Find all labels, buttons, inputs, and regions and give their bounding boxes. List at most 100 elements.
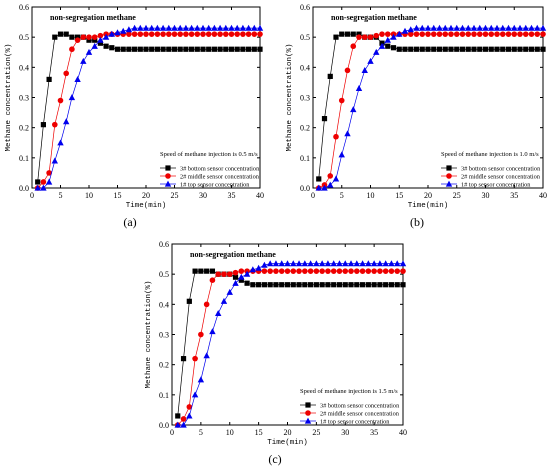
data-point <box>266 260 274 267</box>
data-point <box>40 179 47 185</box>
data-point <box>408 46 414 52</box>
data-point <box>149 46 155 52</box>
data-point <box>459 24 466 31</box>
data-point <box>425 31 431 37</box>
data-point <box>290 260 297 267</box>
series-1 <box>316 31 546 182</box>
data-point <box>238 268 245 274</box>
data-point <box>251 31 258 37</box>
data-point <box>465 46 471 52</box>
series-3 <box>174 260 407 428</box>
data-point <box>511 24 518 31</box>
data-point <box>189 46 195 52</box>
data-point <box>154 31 161 37</box>
data-point <box>413 24 420 31</box>
data-point <box>204 268 210 274</box>
data-point <box>365 282 371 288</box>
data-point <box>453 24 460 31</box>
data-point <box>488 46 494 52</box>
legend-marker <box>165 165 171 171</box>
data-point <box>217 46 223 52</box>
data-point <box>109 45 115 51</box>
data-point <box>75 34 81 40</box>
data-point <box>361 66 368 73</box>
data-point <box>234 24 241 31</box>
data-point <box>505 46 512 52</box>
data-point <box>319 282 325 288</box>
data-point <box>46 170 52 176</box>
data-point <box>477 46 483 52</box>
data-point <box>333 34 339 40</box>
data-point <box>313 268 320 274</box>
data-point <box>465 31 472 37</box>
data-point <box>102 33 110 40</box>
data-point <box>57 139 64 146</box>
data-point <box>131 24 138 31</box>
data-point <box>488 24 495 31</box>
data-point <box>257 31 263 37</box>
data-point <box>348 282 354 288</box>
data-point <box>97 40 103 46</box>
data-point <box>339 31 345 37</box>
data-point <box>430 24 437 31</box>
series-3 <box>34 24 264 191</box>
data-point <box>197 376 205 383</box>
data-point <box>359 268 366 274</box>
data-point <box>175 413 181 419</box>
data-point <box>267 268 273 274</box>
data-point <box>182 24 190 31</box>
data-point <box>394 260 401 267</box>
data-point <box>143 31 149 37</box>
data-point <box>350 106 357 113</box>
data-point <box>180 416 187 422</box>
data-point <box>249 266 257 273</box>
data-point <box>226 271 233 277</box>
data-point <box>154 24 161 31</box>
data-point <box>359 260 366 267</box>
data-point <box>534 24 541 31</box>
legend-marker <box>305 410 311 416</box>
data-point <box>319 268 325 274</box>
data-point <box>74 37 81 43</box>
data-point <box>354 268 360 274</box>
data-point <box>34 184 41 191</box>
data-point <box>261 282 267 288</box>
data-point <box>365 260 372 267</box>
data-point <box>86 37 92 43</box>
data-point <box>232 279 239 286</box>
data-point <box>267 282 273 288</box>
data-point <box>148 31 155 37</box>
chart-panel-1: 0 5 10 15 20 25 30 35 40 0.0 0.1 0.2 0.3 0.4 0.5 0.6 Tim… <box>5 3 264 210</box>
y-tick-label: 0.4 <box>19 63 29 72</box>
data-point <box>74 76 81 82</box>
data-point <box>385 43 391 49</box>
data-point <box>336 268 343 274</box>
data-point <box>342 260 349 267</box>
data-point <box>325 282 331 288</box>
data-point <box>528 24 535 31</box>
data-point <box>209 328 216 335</box>
data-point <box>97 36 104 43</box>
data-point <box>160 46 166 52</box>
series-line <box>37 33 260 189</box>
data-point <box>200 31 206 37</box>
data-point <box>494 31 500 37</box>
data-point <box>376 260 384 267</box>
data-point <box>154 46 160 52</box>
data-point <box>419 46 425 52</box>
data-point <box>273 282 279 288</box>
data-point <box>284 282 291 288</box>
panel-label: (b) <box>410 215 424 229</box>
data-point <box>148 24 155 31</box>
data-point <box>465 24 472 31</box>
data-point <box>307 268 314 274</box>
data-point <box>356 31 362 37</box>
data-point <box>342 282 348 288</box>
data-point <box>228 46 235 52</box>
data-point <box>442 24 449 31</box>
data-point <box>390 33 397 40</box>
data-point <box>482 31 489 37</box>
y-tick-label: 0.3 <box>19 94 29 103</box>
data-point <box>191 391 199 398</box>
data-point <box>348 268 354 274</box>
